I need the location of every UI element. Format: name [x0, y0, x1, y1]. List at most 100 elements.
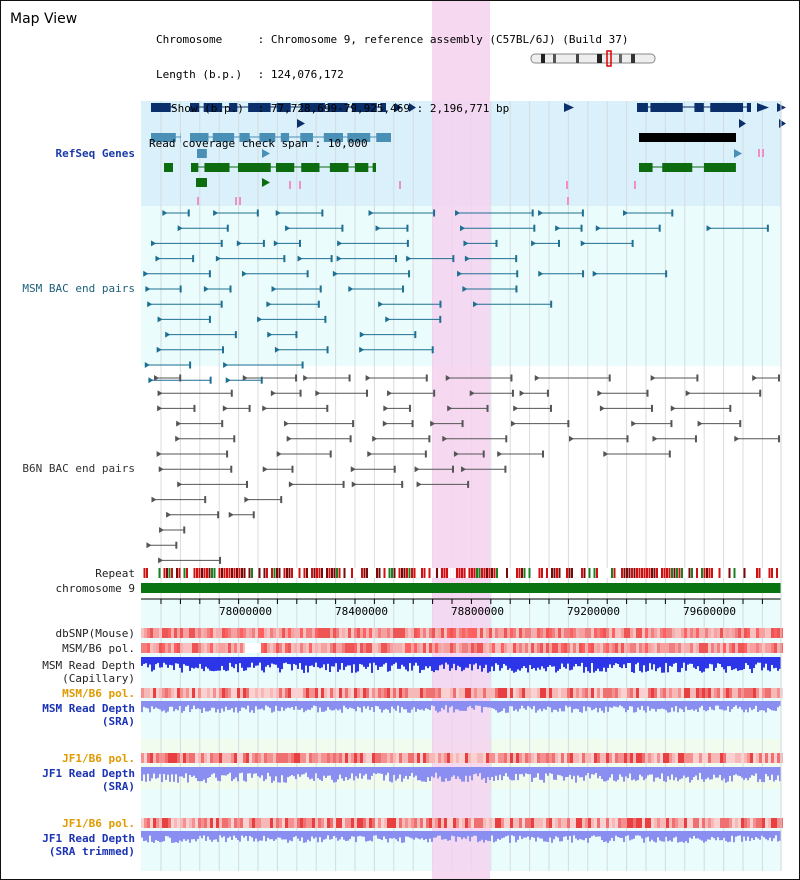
jf1-pol-cell [204, 818, 207, 828]
repeat-element [298, 568, 301, 578]
msm-sra-depth-bar [745, 701, 747, 710]
repeat-element [538, 568, 541, 578]
msm-pol-cell [567, 688, 570, 698]
dbsnp-cell [207, 628, 210, 638]
jf1-pol-cell [294, 753, 297, 763]
msm-depth-bar [693, 657, 695, 668]
jf1-trim-depth-bar [471, 831, 473, 837]
jf1-pol-cell [723, 753, 726, 763]
jf1-depth-bar [317, 767, 319, 779]
axis-tick-label: 79600000 [683, 605, 736, 618]
msm-depth-bar [555, 657, 557, 673]
gene-marker [734, 149, 742, 158]
jf1-depth-bar [725, 767, 727, 783]
msm-sra-depth-bar [235, 701, 237, 708]
dbsnp-cell [528, 628, 531, 638]
dbsnp-cell [615, 628, 618, 638]
msm-depth-bar [397, 657, 399, 669]
dbsnp-cell [654, 628, 657, 638]
msm-pol-cell [651, 643, 654, 653]
b6n-pair-end [221, 420, 224, 428]
gene-exon [164, 163, 173, 172]
jf1-depth-bar [391, 767, 393, 783]
msm-sra-depth-bar [617, 701, 619, 708]
jf1-pol-cell [249, 753, 252, 763]
jf1-trim-depth-bar [473, 831, 475, 836]
msm-depth-bar [637, 657, 639, 663]
jf1-pol-cell [459, 818, 462, 828]
msm-pol-cell [222, 688, 225, 698]
jf1-trim-depth-bar [649, 831, 651, 842]
jf1-depth-bar [291, 767, 293, 775]
msm-pol-cell [432, 688, 435, 698]
msm-sra-depth-bar [309, 701, 311, 710]
jf1-depth-bar [265, 767, 267, 780]
jf1-depth-bar [557, 767, 559, 775]
msm-pol-cell [279, 688, 282, 698]
track-label-refseq-genes[interactable]: RefSeq Genes [55, 147, 135, 160]
b6n-pair-end [445, 375, 451, 381]
jf1-trim-depth-bar [725, 831, 727, 841]
msm-depth-bar [707, 657, 709, 669]
msm-pol-cell [177, 643, 180, 653]
msm-depth-bar [277, 657, 279, 668]
jf1-pol-cell [246, 818, 249, 828]
track-label-b6n-bac[interactable]: B6N BAC end pairs [22, 462, 135, 475]
msm-sra-depth-bar [249, 701, 251, 713]
msm-depth-bar [769, 657, 771, 672]
gene-exon [639, 163, 653, 172]
msm-pair-end [582, 270, 585, 278]
msm-depth-bar [175, 657, 177, 664]
msm-depth-bar [559, 657, 561, 669]
msm-depth-bar [601, 657, 603, 672]
repeat-element [413, 568, 416, 578]
repeat-element [318, 568, 321, 578]
jf1-pol-cell [756, 753, 759, 763]
repeat-element [266, 568, 268, 578]
ideogram-band [541, 54, 545, 63]
jf1-trim-depth-bar [169, 831, 171, 838]
msm-pol-cell [756, 643, 759, 653]
jf1-pol-cell [414, 753, 417, 763]
b6n-pair-end [668, 450, 671, 458]
jf1-depth-bar [499, 767, 501, 775]
jf1-depth-bar [581, 767, 583, 778]
msm-pol-cell [228, 688, 231, 698]
msm-sra-depth-bar [423, 701, 425, 711]
dbsnp-cell [540, 628, 543, 638]
msm-depth-bar [267, 657, 269, 666]
msm-sra-depth-bar [671, 701, 673, 708]
msm-sra-depth-bar [591, 701, 593, 711]
msm-sra-depth-bar [337, 701, 339, 711]
msm-sra-depth-bar [165, 701, 167, 713]
msm-pol-cell [408, 688, 411, 698]
repeat-element [636, 568, 638, 578]
jf1-pol-cell [408, 818, 411, 828]
jf1-depth-bar [197, 767, 199, 782]
jf1-depth-bar [563, 767, 565, 781]
msm-pol-cell [525, 688, 528, 698]
b6n-pair-end [288, 481, 294, 488]
jf1-trim-depth-bar [763, 831, 765, 838]
repeat-element [596, 568, 598, 578]
msm-sra-depth-bar [515, 701, 517, 710]
dbsnp-cell [141, 628, 144, 638]
track-label-msm-bac[interactable]: MSM BAC end pairs [22, 282, 135, 295]
msm-pol-cell [366, 688, 369, 698]
msm-sra-depth-bar [345, 701, 347, 708]
msm-depth-bar [201, 657, 203, 669]
msm-pol-cell [378, 643, 381, 653]
jf1-pol-cell [525, 818, 528, 828]
jf1-pol-cell [255, 753, 258, 763]
jf1-depth-bar [491, 767, 493, 777]
msm-sra-depth-bar [441, 701, 443, 708]
msm-depth-bar [365, 657, 367, 669]
repeat-element [443, 568, 446, 578]
jf1-pol-cell [576, 818, 579, 828]
ideogram-band [597, 54, 602, 63]
jf1-trim-depth-bar [281, 831, 283, 840]
msm-sra-depth-bar [537, 701, 539, 711]
jf1-depth-bar [355, 767, 357, 777]
jf1-trim-depth-bar [597, 831, 599, 837]
jf1-trim-depth-bar [531, 831, 533, 837]
